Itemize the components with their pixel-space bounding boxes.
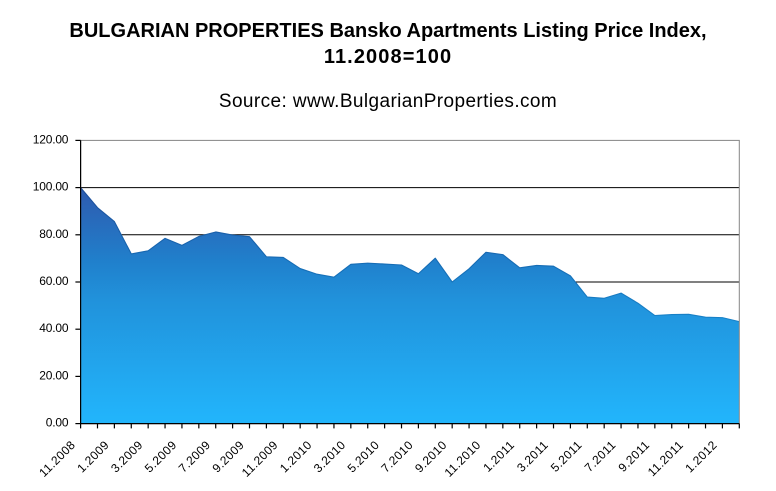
svg-text:7.2009: 7.2009 [176, 438, 214, 476]
svg-text:1.2012: 1.2012 [682, 438, 720, 476]
svg-text:5.2011: 5.2011 [548, 438, 585, 475]
svg-text:60.00: 60.00 [39, 274, 69, 288]
svg-text:11.2009: 11.2009 [239, 438, 281, 480]
svg-text:7.2011: 7.2011 [582, 438, 619, 475]
svg-text:1.2009: 1.2009 [74, 438, 112, 476]
svg-text:11.2008: 11.2008 [36, 438, 78, 480]
svg-text:3.2010: 3.2010 [311, 438, 349, 476]
svg-text:120.00: 120.00 [33, 132, 69, 146]
svg-text:100.00: 100.00 [33, 180, 69, 194]
svg-text:40.00: 40.00 [39, 321, 69, 335]
svg-text:5.2010: 5.2010 [345, 438, 383, 476]
svg-text:20.00: 20.00 [39, 368, 69, 382]
svg-text:11.2010: 11.2010 [442, 438, 484, 480]
svg-text:3.2011: 3.2011 [514, 438, 551, 475]
svg-text:80.00: 80.00 [39, 227, 69, 241]
svg-text:7.2010: 7.2010 [378, 438, 416, 476]
svg-text:1.2010: 1.2010 [277, 438, 315, 476]
svg-text:11.2011: 11.2011 [645, 438, 686, 479]
svg-text:3.2009: 3.2009 [108, 438, 146, 476]
svg-text:5.2009: 5.2009 [142, 438, 180, 476]
svg-text:1.2011: 1.2011 [480, 438, 517, 475]
svg-text:0.00: 0.00 [46, 416, 69, 430]
